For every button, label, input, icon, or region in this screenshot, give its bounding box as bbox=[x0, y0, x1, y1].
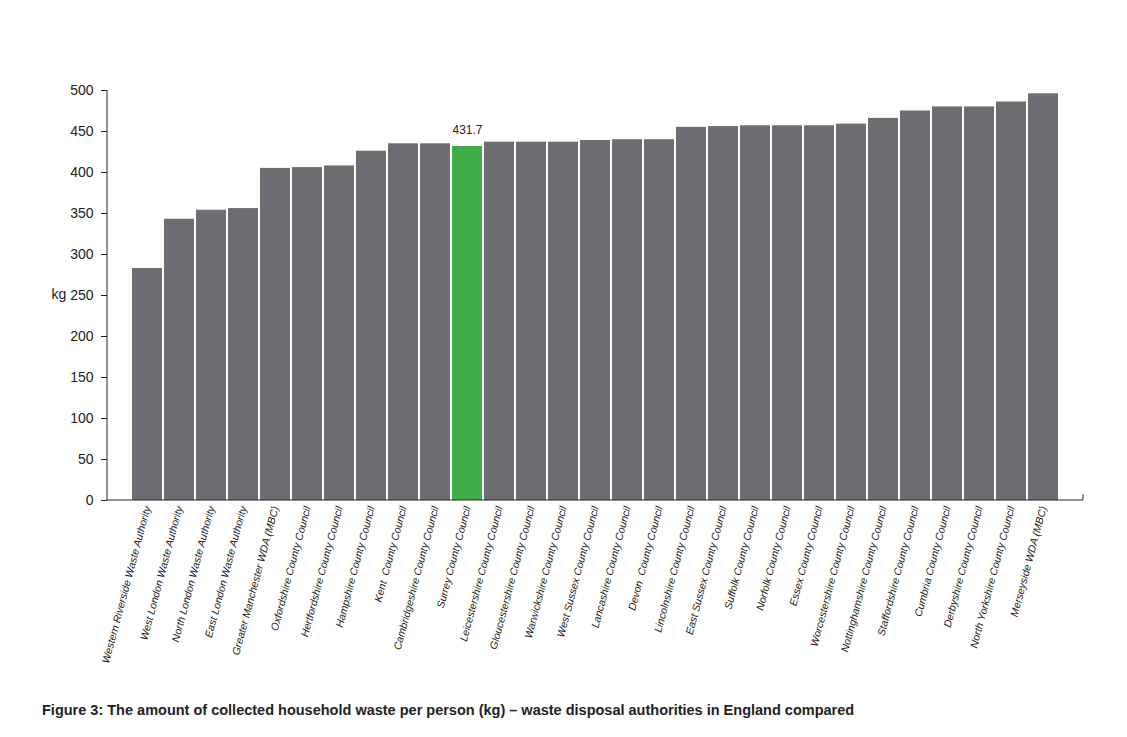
svg-text:North London Waste Authority: North London Waste Authority bbox=[168, 504, 217, 644]
svg-text:0: 0 bbox=[86, 492, 94, 508]
svg-text:Warwickshire County Council: Warwickshire County Council bbox=[521, 504, 569, 640]
svg-text:250: 250 bbox=[70, 287, 94, 303]
svg-text:Norfolk County Council: Norfolk County Council bbox=[753, 504, 793, 611]
svg-text:Lincolnshire County Council: Lincolnshire County Council bbox=[651, 504, 697, 634]
svg-text:Essex County Council: Essex County Council bbox=[787, 504, 825, 607]
svg-text:Gloucestershire County Council: Gloucestershire County Council bbox=[486, 504, 537, 651]
svg-text:100: 100 bbox=[70, 410, 94, 426]
html-text:Figure 3: The amount of collec: Figure 3: The amount of collected househ… bbox=[42, 702, 855, 718]
svg-text:Kent County Council: Kent County Council bbox=[372, 504, 409, 603]
svg-text:Greater Manchester WDA (MBC): Greater Manchester WDA (MBC) bbox=[229, 505, 280, 657]
svg-text:500: 500 bbox=[70, 82, 94, 98]
svg-text:450: 450 bbox=[70, 123, 94, 139]
svg-text:North Yorkshire County Council: North Yorkshire County Council bbox=[967, 504, 1017, 649]
svg-text:Lancashire County Council: Lancashire County Council bbox=[589, 504, 633, 629]
svg-text:Leicestershire County Council: Leicestershire County Council bbox=[457, 504, 505, 643]
svg-text:Hertfordshire County Council: Hertfordshire County Council bbox=[298, 504, 345, 639]
svg-text:West Sussex County Council: West Sussex County Council bbox=[554, 504, 601, 639]
svg-text:Nottinghamshire County Council: Nottinghamshire County Council bbox=[838, 504, 889, 654]
svg-text:350: 350 bbox=[70, 205, 94, 221]
svg-text:Cambridgeshire County Council: Cambridgeshire County Council bbox=[391, 504, 441, 651]
svg-text:Derbyshire County Council: Derbyshire County Council bbox=[940, 504, 985, 629]
svg-text:Hampshire County Council: Hampshire County Council bbox=[333, 504, 377, 628]
svg-text:300: 300 bbox=[70, 246, 94, 262]
svg-text:150: 150 bbox=[70, 369, 94, 385]
svg-text:Staffordshire County Council: Staffordshire County Council bbox=[874, 504, 920, 637]
svg-text:Surrey County Council: Surrey County Council bbox=[434, 504, 473, 609]
svg-text:50: 50 bbox=[78, 451, 94, 467]
svg-text:kg: kg bbox=[52, 286, 67, 302]
svg-text:Devon County Council: Devon County Council bbox=[625, 504, 665, 611]
svg-text:West London Waste Authority: West London Waste Authority bbox=[137, 504, 185, 642]
svg-text:East Sussex County Council: East Sussex County Council bbox=[683, 504, 729, 636]
svg-text:Suffolk County Council: Suffolk County Council bbox=[722, 504, 761, 610]
svg-text:Worcestershire County Council: Worcestershire County Council bbox=[807, 504, 857, 648]
svg-text:Western Riverside Waste Author: Western Riverside Waste Authority bbox=[99, 504, 153, 665]
svg-text:431.7: 431.7 bbox=[452, 123, 482, 137]
svg-text:200: 200 bbox=[70, 328, 94, 344]
svg-text:East London Waste Authority: East London Waste Authority bbox=[202, 504, 249, 639]
svg-text:Oxfordshire County Council: Oxfordshire County Council bbox=[267, 504, 313, 632]
svg-text:Merseyside WDA (MBC): Merseyside WDA (MBC) bbox=[1008, 505, 1049, 618]
svg-text:400: 400 bbox=[70, 164, 94, 180]
svg-text:Cumbria County Council: Cumbria County Council bbox=[911, 504, 953, 618]
